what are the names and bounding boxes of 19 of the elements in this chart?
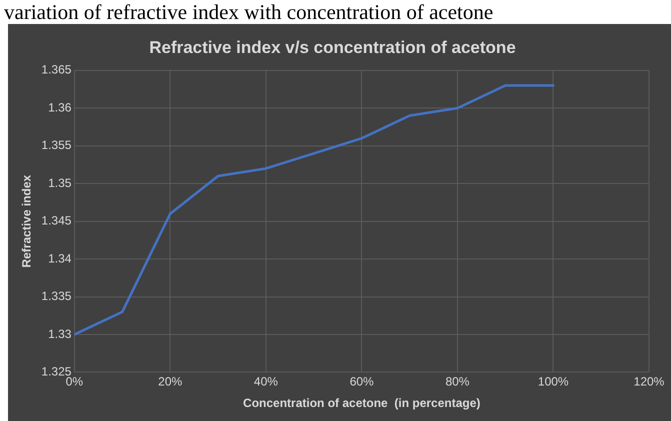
x-tick-label: 40% xyxy=(254,374,278,389)
y-tick-label: 1.33 xyxy=(48,326,72,341)
chart-title: Refractive index v/s concentration of acetone xyxy=(149,38,516,57)
y-tick-label: 1.35 xyxy=(48,176,72,190)
x-tick-label: 0% xyxy=(66,374,84,389)
y-tick-label: 1.355 xyxy=(41,138,72,152)
x-tick-label: 100% xyxy=(538,374,569,389)
x-tick-label: 20% xyxy=(158,374,183,389)
y-axis-title: Refractive index xyxy=(20,174,34,268)
x-tick-label: 80% xyxy=(445,374,470,389)
y-tick-label: 1.345 xyxy=(41,214,72,228)
y-tick-label: 1.36 xyxy=(48,100,72,114)
y-tick-label: 1.365 xyxy=(41,62,72,77)
x-axis-title: Concentration of acetone (in percentage) xyxy=(243,396,480,410)
y-tick-label: 1.335 xyxy=(41,289,72,304)
y-tick-label: 1.34 xyxy=(48,251,72,266)
x-tick-label: 60% xyxy=(350,374,374,389)
x-tick-label: 120% xyxy=(634,374,665,389)
text: variation of refractive index with concentration of acetone xyxy=(3,0,494,24)
